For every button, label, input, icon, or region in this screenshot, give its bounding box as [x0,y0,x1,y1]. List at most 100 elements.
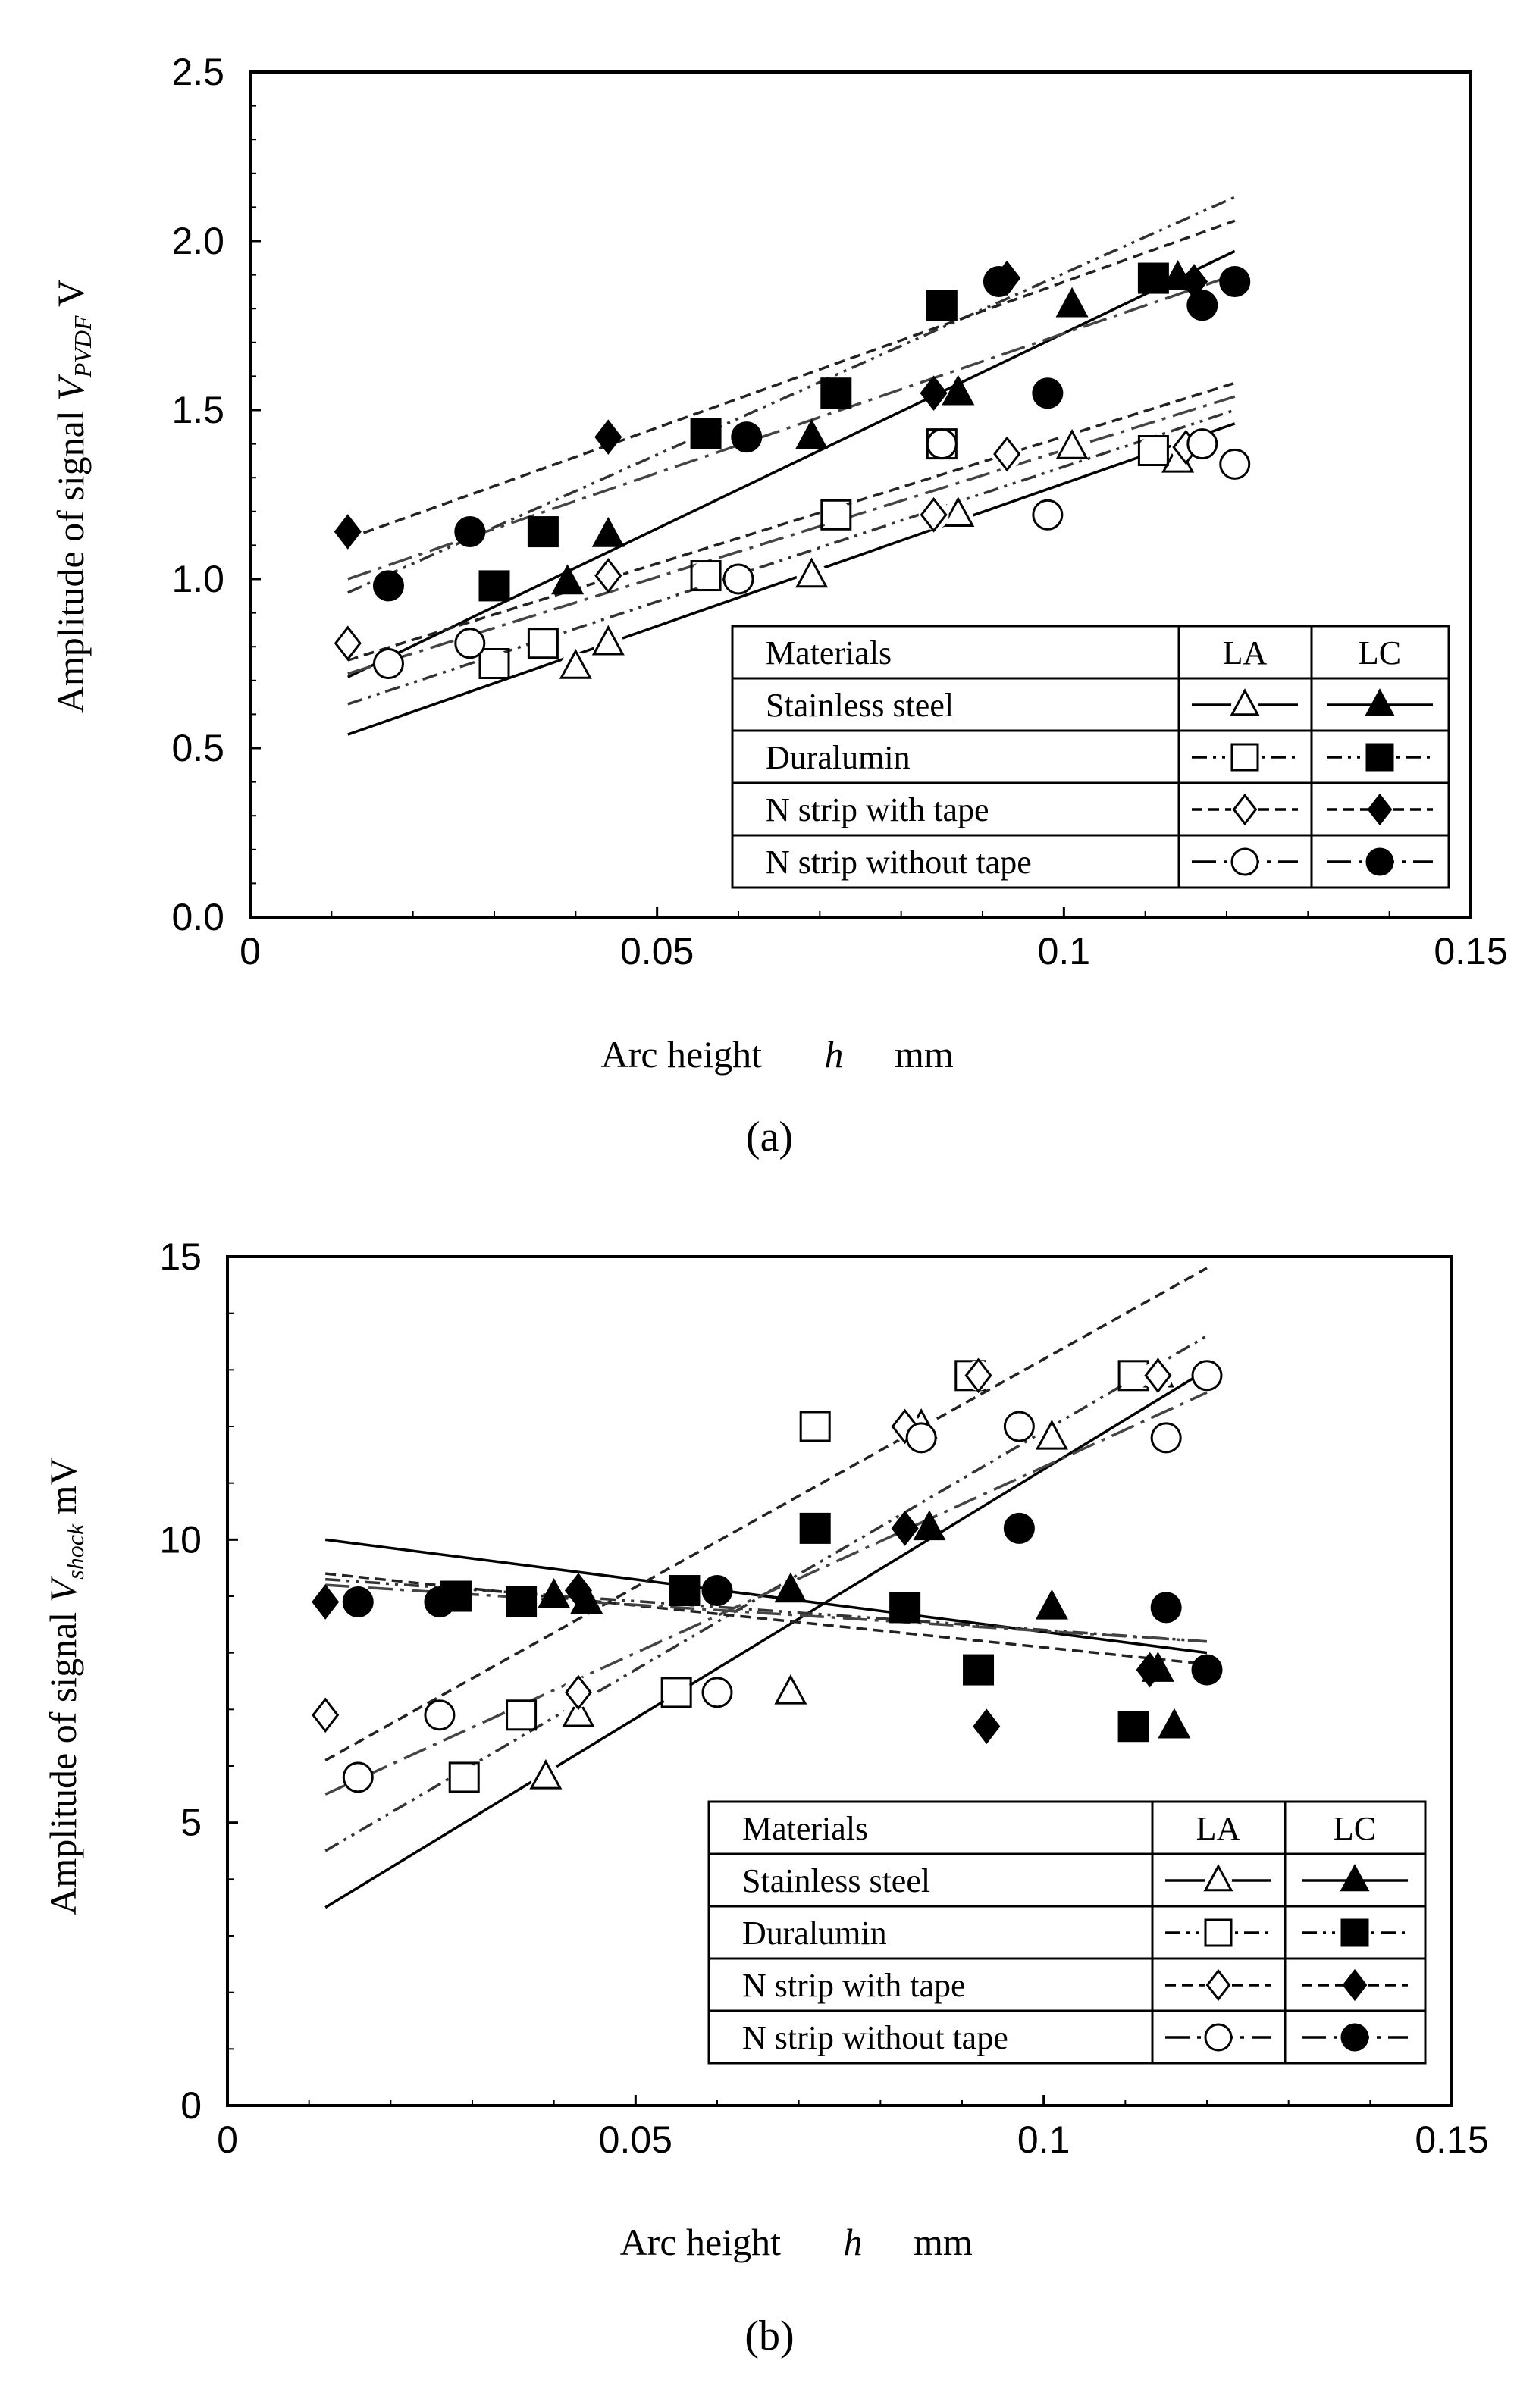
legend-marker-circle-filled [1365,847,1394,876]
y-tick-label: 2.5 [171,51,224,93]
plot-area-frame-a [249,70,1472,919]
fit-line-stainless-steel-lc [324,1538,1208,1655]
point-square-filled [690,418,722,449]
point-circle-filled [372,570,404,602]
y-tick-label: 2.0 [171,220,224,262]
fit-line-n-strip-with-tape-lc [347,219,1236,540]
point-square-open [448,1761,480,1793]
point-square-filled [799,1512,831,1544]
point-triangle-open [529,1758,563,1790]
y-tick-label: 10 [159,1518,202,1561]
point-triangle-open [559,648,592,679]
point-circle-filled [424,1586,456,1617]
point-triangle-filled [591,516,625,547]
axis-ticks-a [249,70,1472,919]
fit-line-n-strip-with-tape-la [324,1267,1208,1762]
y-tick-label: 0 [180,2084,202,2127]
point-circle-open [1191,1360,1223,1392]
point-square-open [820,499,852,531]
legend-table-a: Materials LA LC Stainless steel Duralumi… [731,625,1450,889]
fit-line-n-strip-with-tape-lc [325,1572,1208,1666]
point-square-filled [669,1575,701,1607]
point-triangle-open [562,1696,595,1727]
fit-line-stainless-steel-la [347,422,1236,736]
fit-lines-a [347,196,1236,736]
legend-row-duralumin: Duralumin [766,739,911,776]
point-circle-open [1186,428,1218,460]
point-triangle-filled [538,1577,571,1608]
y-axis-label-b: Amplitude of signal Vshock mV [42,1458,89,1915]
point-diamond-open [891,1408,919,1445]
tick-labels-b: 0 0.05 0.1 0.15 0 5 10 15 [159,1235,1488,2161]
legend-marker-circle-open [1204,2023,1233,2052]
point-diamond-filled [973,1708,1001,1745]
x-axis-symbol-b: h [844,2221,863,2263]
fit-line-stainless-steel-la [324,1368,1208,1909]
point-square-open [506,1699,538,1731]
x-tick-label: 0.05 [620,930,694,972]
point-triangle-open [795,557,829,588]
legend-samples-a [1192,688,1433,876]
x-axis-unit-b: mm [914,2221,973,2263]
y-tick-label: 5 [180,1802,202,1844]
point-square-filled [820,377,852,409]
axis-ticks-b [226,1255,1453,2107]
legend-header-materials: Materials [766,634,892,672]
point-diamond-filled [920,375,948,412]
fit-line-n-strip-with-tape-la [347,381,1236,662]
point-circle-open [1150,1422,1182,1454]
y-tick-label: 15 [159,1235,202,1278]
point-triangle-filled [1158,1708,1191,1739]
point-triangle-filled [913,1510,946,1541]
legend-samples-b [1165,1864,1408,2052]
point-triangle-filled [795,418,829,449]
chart-panel-b: 0 0.05 0.1 0.15 0 5 10 15 Materials LA LC Stain… [42,1235,1489,2359]
legend-header-materials: Materials [742,1810,868,1847]
x-axis-symbol-a: h [825,1033,844,1076]
fit-line-n-strip-without-tape-lc [325,1583,1208,1643]
point-circle-open [926,428,958,460]
fit-line-n-strip-without-tape-la [347,395,1236,675]
point-circle-open [1219,448,1251,480]
legend-marker-diamond-open [1232,793,1258,826]
point-diamond-filled [564,1573,593,1608]
panel-label-b: (b) [744,2312,794,2359]
legend-table-b: Materials LA LC Stainless steel Duralumi… [707,1800,1427,2065]
chart-panel-a: 0 0.05 0.1 0.15 0.0 0.5 1.0 1.5 2.0 2.5 Materials… [49,51,1508,1160]
point-circle-filled [454,516,486,548]
point-diamond-open [334,625,362,662]
point-circle-open [1003,1411,1035,1442]
point-square-filled [478,570,510,602]
point-circle-open [372,648,404,679]
legend-marker-diamond-open [1205,1968,1231,2002]
point-diamond-filled [334,514,362,550]
x-axis-unit-a: mm [895,1033,954,1076]
point-circle-filled [1032,377,1064,409]
point-diamond-open [564,1674,593,1711]
data-markers-b [310,1357,1223,1793]
x-tick-label: 0 [217,2118,238,2161]
point-diamond-filled [1136,1652,1164,1688]
legend-row-duralumin: Duralumin [742,1915,887,1952]
legend-marker-triangle-open [1203,1864,1233,1892]
legend-marker-diamond-filled [1367,793,1393,826]
legend-marker-circle-filled [1340,2023,1369,2052]
point-square-open [799,1411,831,1442]
plot-area-frame-b [226,1255,1453,2107]
point-square-filled [527,516,559,548]
y-tick-label: 1.5 [171,389,224,431]
fit-line-duralumin-lc [325,1577,1208,1643]
legend-marker-square-filled [1340,1918,1369,1947]
point-diamond-open [312,1697,340,1733]
legend-row-stainless-steel: Stainless steel [766,687,954,724]
point-diamond-open [1144,1357,1172,1394]
point-triangle-filled [551,564,585,595]
x-tick-label: 0.15 [1415,2118,1488,2161]
legend-header-lc: LC [1359,634,1401,672]
point-circle-open [701,1677,733,1708]
point-circle-filled [1191,1654,1223,1686]
point-square-open [478,648,510,679]
legend-header-la: LA [1196,1810,1241,1847]
point-diamond-open [964,1357,992,1394]
point-circle-filled [342,1586,374,1617]
